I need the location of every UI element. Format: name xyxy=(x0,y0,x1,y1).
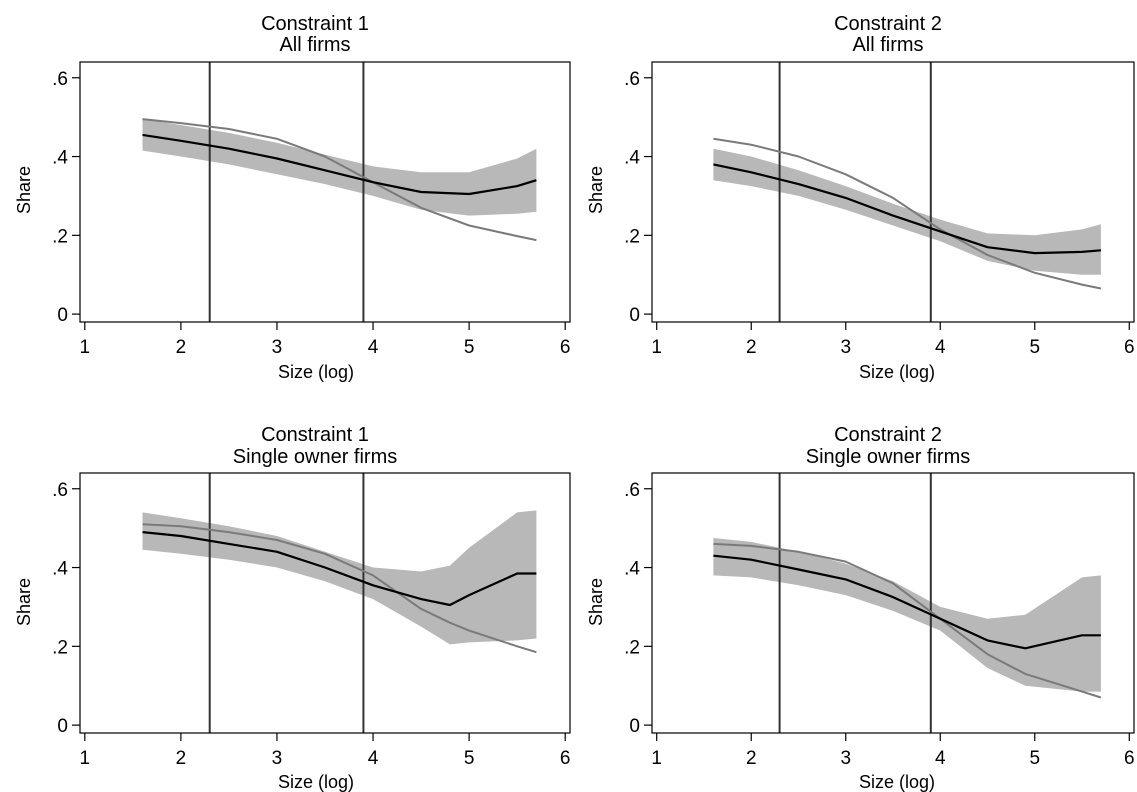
panel-subtitle: All firms xyxy=(279,34,350,56)
x-tick-label: 4 xyxy=(935,337,946,358)
y-tick-label: 0 xyxy=(57,716,68,737)
confidence-band xyxy=(142,510,537,645)
panel-subtitle: All firms xyxy=(852,34,923,56)
fitted-line xyxy=(142,133,537,196)
y-axis-label: Share xyxy=(586,166,606,214)
y-tick-label: .6 xyxy=(52,69,68,90)
plot-frame xyxy=(79,61,571,323)
x-tick-label: 4 xyxy=(935,748,946,769)
x-tick-label: 2 xyxy=(746,748,757,769)
fitted-line xyxy=(713,554,1101,650)
x-axis-label: Size (log) xyxy=(278,362,354,382)
y-tick-label: 0 xyxy=(629,305,640,326)
panel-title: Constraint 2 xyxy=(834,424,942,446)
x-tick-label: 6 xyxy=(560,337,571,358)
plot-frame xyxy=(651,61,1135,323)
x-tick-label: 1 xyxy=(651,337,662,358)
x-tick-label: 5 xyxy=(464,337,475,358)
plot-area: 1 2 3 4 5 6 0 .2 .4 .6 xyxy=(624,472,1135,769)
y-axis-label: Share xyxy=(586,578,606,626)
confidence-band xyxy=(713,148,1101,275)
panel-constraint-1-single-owner: Constraint 1 Single owner firms 1 2 3 4 5 6 0.… xyxy=(14,424,571,792)
x-tick-label: 1 xyxy=(651,748,662,769)
plot-area: 1 2 3 4 5 6 0 .2 .4 .6 xyxy=(624,61,1135,358)
x-axis-label: Size (log) xyxy=(859,362,935,382)
panel-title: Constraint 1 xyxy=(261,13,369,35)
x-tick-label: 4 xyxy=(368,748,379,769)
y-tick-label: .6 xyxy=(624,69,640,90)
y-tick-label: .2 xyxy=(52,637,68,658)
x-tick-label: 4 xyxy=(368,337,379,358)
x-tick-label: 6 xyxy=(560,748,571,769)
comparison-line xyxy=(713,137,1102,290)
x-tick-label: 1 xyxy=(80,337,91,358)
x-tick-label: 6 xyxy=(1124,748,1135,769)
confidence-band xyxy=(713,538,1101,692)
y-tick-label: .2 xyxy=(52,226,68,247)
x-tick-label: 3 xyxy=(840,748,851,769)
panel-constraint-2-all-firms: Constraint 2 All firms 1 2 3 4 5 6 0 .2 .4 .6 Siz… xyxy=(586,13,1135,382)
comparison-line xyxy=(142,118,537,242)
x-tick-label: 3 xyxy=(840,337,851,358)
x-axis-label: Size (log) xyxy=(859,772,935,792)
x-tick-label: 3 xyxy=(272,748,283,769)
x-tick-label: 1 xyxy=(80,748,91,769)
x-axis-label: Size (log) xyxy=(278,772,354,792)
x-tick-label: 2 xyxy=(176,748,187,769)
y-tick-label: .4 xyxy=(624,148,640,169)
x-tick-label: 5 xyxy=(1029,748,1040,769)
panel-constraint-1-all-firms: Constraint 1 All firms 1 2 3 4 5 6 0 .2 .4 .6 Siz… xyxy=(14,13,571,382)
confidence-band xyxy=(142,119,537,216)
y-axis-label: Share xyxy=(14,166,34,214)
panel-subtitle: Single owner firms xyxy=(233,446,398,468)
y-tick-label: .4 xyxy=(624,559,640,580)
x-tick-label: 5 xyxy=(1029,337,1040,358)
y-axis-label: Share xyxy=(14,578,34,626)
panel-title: Constraint 1 xyxy=(261,424,369,446)
panel-subtitle: Single owner firms xyxy=(806,446,971,468)
x-tick-label: 5 xyxy=(464,748,475,769)
y-tick-label: .6 xyxy=(52,480,68,501)
fitted-line xyxy=(713,163,1101,255)
plot-frame xyxy=(79,472,571,734)
y-tick-label: .4 xyxy=(52,148,68,169)
fitted-line xyxy=(142,531,537,607)
comparison-line xyxy=(713,542,1102,699)
plot-area: 1 2 3 4 5 6 0 .2 .4 .6 xyxy=(52,61,571,358)
y-tick-label: 0 xyxy=(57,305,68,326)
panel-constraint-2-single-owner: Constraint 2 Single owner firms 1 2 3 4 5 6 0.… xyxy=(586,424,1135,792)
plot-frame xyxy=(651,472,1135,734)
y-tick-label: .4 xyxy=(52,559,68,580)
y-tick-label: .2 xyxy=(624,637,640,658)
panel-title: Constraint 2 xyxy=(834,13,942,35)
comparison-line xyxy=(142,523,537,654)
x-tick-label: 6 xyxy=(1124,337,1135,358)
x-tick-label: 3 xyxy=(272,337,283,358)
plot-area: 1 2 3 4 5 6 0 .2 .4 .6 xyxy=(52,472,571,769)
y-tick-label: .6 xyxy=(624,480,640,501)
y-tick-label: .2 xyxy=(624,226,640,247)
x-tick-label: 2 xyxy=(746,337,757,358)
x-tick-label: 2 xyxy=(176,337,187,358)
y-tick-label: 0 xyxy=(629,716,640,737)
